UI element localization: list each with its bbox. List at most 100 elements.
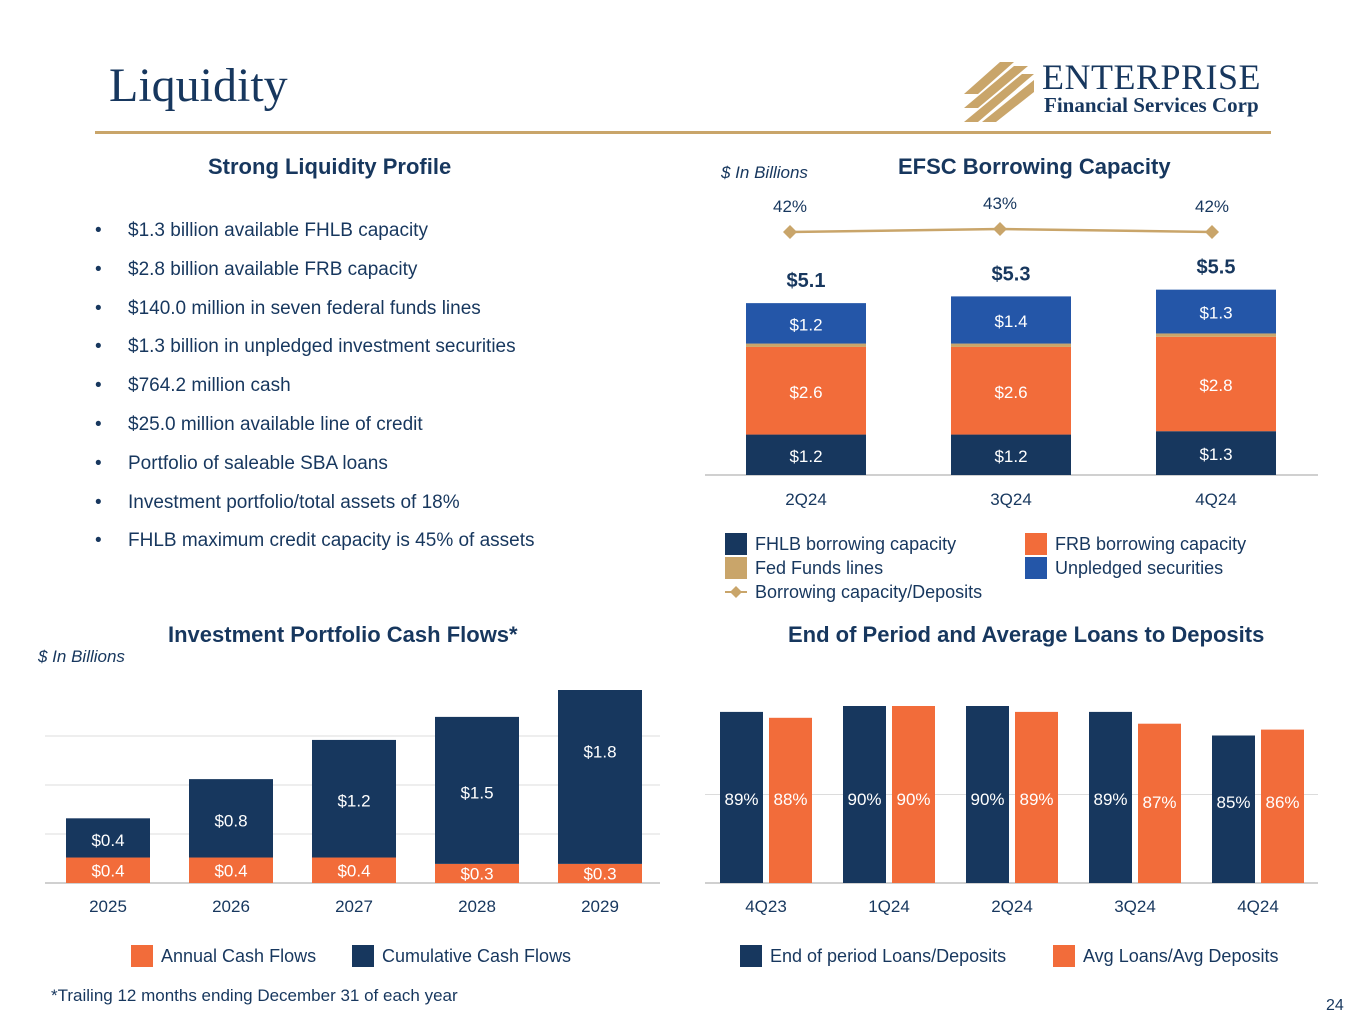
- legend-eop: End of period Loans/Deposits: [740, 945, 1006, 967]
- bar-cumulative: [66, 818, 150, 858]
- x-tick-label: 2028: [458, 897, 496, 916]
- bar-cumulative: [312, 739, 396, 858]
- x-tick-label: 3Q24: [1114, 897, 1156, 916]
- bar-segment: [746, 343, 866, 347]
- data-label: $1.2: [337, 792, 370, 811]
- x-tick-label: 2027: [335, 897, 373, 916]
- legend-label: End of period Loans/Deposits: [770, 946, 1007, 966]
- loans-chart: 89% 88% 4Q23 90% 90% 1Q24 90% 89% 2Q24 89% 87% 3Q24…: [705, 706, 1318, 916]
- bar-annual: [435, 863, 519, 883]
- profile-bullet-list: $1.3 billion available FHLB capacity $2.…: [95, 219, 655, 568]
- profile-bullet: Investment portfolio/total assets of 18%: [95, 491, 655, 530]
- bar-annual: [66, 857, 150, 883]
- profile-bullet: FHLB maximum credit capacity is 45% of a…: [95, 529, 655, 568]
- data-label: $1.3: [1199, 445, 1232, 464]
- logo-tagline: Financial Services Corp: [1044, 93, 1259, 117]
- legend-fed-funds: Fed Funds lines: [725, 557, 883, 579]
- legend-swatch: [352, 945, 374, 967]
- ratio-marker: [993, 222, 1007, 236]
- legend-swatch: [740, 945, 762, 967]
- legend-unpledged: Unpledged securities: [1025, 557, 1223, 579]
- header-divider: [95, 131, 1271, 134]
- legend-label: Fed Funds lines: [755, 558, 884, 578]
- bar-segment: [1156, 336, 1276, 432]
- x-tick-label: 3Q24: [990, 490, 1032, 509]
- data-label: $1.3: [1199, 304, 1232, 323]
- bar-avg: [1015, 711, 1058, 883]
- profile-bullet: $1.3 billion available FHLB capacity: [95, 219, 655, 258]
- bar-avg: [1138, 723, 1181, 883]
- legend-label: Cumulative Cash Flows: [382, 946, 572, 966]
- footnote: *Trailing 12 months ending December 31 o…: [51, 986, 458, 1005]
- total-label: $5.5: [1197, 257, 1236, 279]
- data-label: $0.4: [91, 861, 124, 880]
- profile-bullet: $140.0 million in seven federal funds li…: [95, 297, 655, 336]
- x-tick-label: 4Q24: [1195, 490, 1237, 509]
- ratio-label: 42%: [1195, 197, 1229, 216]
- bar-eop: [1212, 735, 1255, 883]
- x-tick-label: 2029: [581, 897, 619, 916]
- legend-swatch: [1053, 945, 1075, 967]
- bar-eop: [1089, 711, 1132, 883]
- bar-segment: [746, 303, 866, 344]
- ratio-label: 42%: [773, 197, 807, 216]
- bar-avg: [892, 706, 935, 883]
- logo-wordmark: ENTERPRISE: [1042, 57, 1262, 97]
- profile-bullet: Portfolio of saleable SBA loans: [95, 452, 655, 491]
- data-label: $0.4: [91, 831, 124, 850]
- legend-swatch: [725, 557, 747, 579]
- legend-avg: Avg Loans/Avg Deposits: [1053, 945, 1278, 967]
- x-tick-label: 2025: [89, 897, 127, 916]
- x-tick-label: 2Q24: [785, 490, 827, 509]
- cashflows-units-note: $ In Billions: [38, 647, 125, 666]
- data-label: 90%: [896, 790, 930, 809]
- legend-label: Unpledged securities: [1055, 558, 1224, 578]
- data-label: $0.4: [214, 861, 247, 880]
- borrowing-chart-title: EFSC Borrowing Capacity: [898, 154, 1171, 179]
- bar-annual: [558, 863, 642, 883]
- data-label: 85%: [1216, 793, 1250, 812]
- profile-bullet: $1.3 billion in unpledged investment sec…: [95, 335, 655, 374]
- profile-title: Strong Liquidity Profile: [208, 154, 452, 179]
- bar-avg: [769, 717, 812, 883]
- page-title: Liquidity: [109, 59, 288, 112]
- data-label: 89%: [1093, 790, 1127, 809]
- bar-segment: [1156, 333, 1276, 337]
- bar-eop: [843, 706, 886, 883]
- data-label: $2.6: [994, 383, 1027, 402]
- x-tick-label: 4Q23: [745, 897, 787, 916]
- data-label: $2.8: [1199, 376, 1232, 395]
- diamond-marker-icon: [725, 586, 747, 598]
- loans-chart-title: End of Period and Average Loans to Depos…: [788, 622, 1265, 647]
- ratio-label: 43%: [983, 194, 1017, 213]
- bar-segment: [1156, 289, 1276, 334]
- legend-ratio-line: Borrowing capacity/Deposits: [725, 581, 982, 603]
- ratio-marker: [783, 225, 797, 239]
- legend-swatch: [1025, 557, 1047, 579]
- data-label: 89%: [724, 790, 758, 809]
- data-label: 90%: [847, 790, 881, 809]
- data-label: $1.8: [583, 742, 616, 761]
- bar-avg: [1261, 729, 1304, 883]
- data-label: $0.3: [460, 864, 493, 883]
- legend-cumulative: Cumulative Cash Flows: [352, 945, 571, 967]
- x-tick-label: 2026: [212, 897, 250, 916]
- data-label: $0.3: [583, 864, 616, 883]
- profile-bullet: $25.0 million available line of credit: [95, 413, 655, 452]
- data-label: $1.5: [460, 783, 493, 802]
- legend-swatch: [131, 945, 153, 967]
- legend-fhlb: FHLB borrowing capacity: [725, 533, 956, 555]
- ratio-marker: [1205, 225, 1219, 239]
- legend-label: Borrowing capacity/Deposits: [755, 582, 983, 602]
- company-logo: ENTERPRISE Financial Services Corp: [962, 56, 1274, 122]
- bar-cumulative: [435, 716, 519, 864]
- cashflows-chart-title: Investment Portfolio Cash Flows*: [168, 622, 518, 647]
- data-label: $2.6: [789, 383, 822, 402]
- data-label: 89%: [1019, 790, 1053, 809]
- data-label: $1.4: [994, 312, 1027, 331]
- data-label: 88%: [773, 790, 807, 809]
- bar-segment: [951, 296, 1071, 344]
- legend-label: Avg Loans/Avg Deposits: [1083, 946, 1279, 966]
- legend-label: Annual Cash Flows: [161, 946, 317, 966]
- legend-label: FRB borrowing capacity: [1055, 534, 1247, 554]
